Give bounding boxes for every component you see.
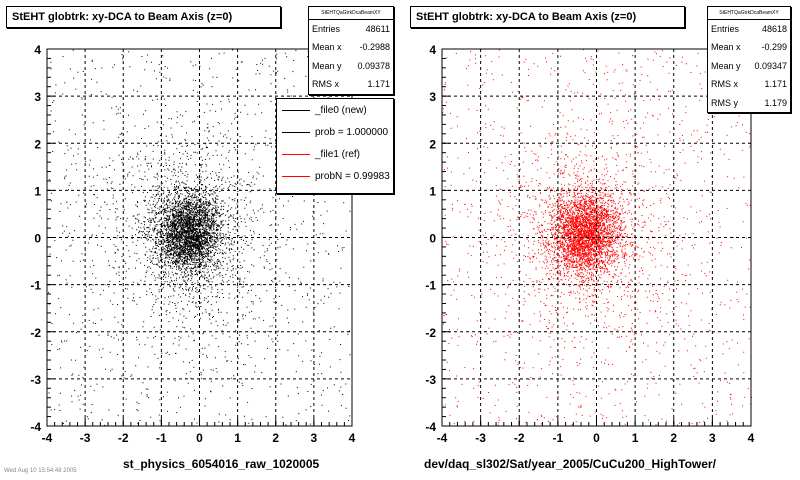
x-tick-label: 1 — [632, 431, 639, 445]
y-tick-label: 3 — [34, 90, 41, 104]
right-plot-title: StEHT globtrk: xy-DCA to Beam Axis (z=0) — [410, 6, 685, 28]
right-scatter-plot: -4 -3 -2 -1 0 1 2 3 4 -4 -3 -2 -1 0 1 2 3 4 — [425, 43, 755, 445]
left-stats-row: RMS x 1.171 — [309, 75, 393, 93]
stats-value: 1.171 — [764, 79, 787, 90]
right-stats-row: RMS y 1.179 — [708, 94, 790, 112]
x-tick-label: -3 — [475, 431, 486, 445]
stats-value: 1.179 — [764, 97, 787, 108]
x-tick-label: 0 — [593, 431, 600, 445]
stats-value: 48618 — [761, 24, 787, 34]
right-panel: -4 -3 -2 -1 0 1 2 3 4 -4 -3 -2 -1 0 1 2 3 4 StEHT globtrk… — [400, 0, 800, 480]
stats-label: Mean y — [711, 60, 741, 71]
left-plot-title: StEHT globtrk: xy-DCA to Beam Axis (z=0) — [6, 6, 281, 28]
legend-entry: prob = 1.000000 — [277, 121, 393, 143]
y-tick-label: -3 — [425, 373, 436, 387]
y-tick-label: -1 — [425, 279, 436, 293]
y-tick-label: 0 — [34, 232, 41, 246]
legend-label: _file1 (ref) — [315, 148, 361, 160]
stats-label: Entries — [711, 24, 740, 34]
stats-value: 0.09378 — [357, 60, 390, 71]
stats-value: -0.299 — [761, 42, 787, 53]
right-stats-name: StEHTQaGtrkDcaBeamXY — [708, 7, 790, 20]
y-tick-label: 3 — [429, 90, 436, 104]
left-stats-row: Entries 48611 — [309, 20, 393, 38]
left-stats-name: StEHTQaGtrkDcaBeamXY — [309, 7, 393, 20]
x-tick-label: -2 — [118, 431, 129, 445]
y-tick-label: 0 — [429, 232, 436, 246]
right-stats-row: Entries 48618 — [708, 20, 790, 38]
left-stats-box: StEHTQaGtrkDcaBeamXY Entries 48611 Mean x… — [308, 6, 394, 95]
x-tick-label: -1 — [553, 431, 564, 445]
stats-label: Mean x — [711, 42, 741, 53]
left-legend: _file0 (new) prob = 1.000000 _file1 (ref… — [276, 98, 394, 194]
legend-line-icon — [282, 153, 310, 155]
y-tick-label: -4 — [425, 420, 436, 434]
legend-entry: _file0 (new) — [277, 99, 393, 121]
y-tick-label: -4 — [30, 420, 41, 434]
x-tick-label: -2 — [514, 431, 525, 445]
right-stats-row: Mean x -0.299 — [708, 38, 790, 56]
y-tick-label: -1 — [30, 279, 41, 293]
legend-label: _file0 (new) — [315, 104, 367, 116]
x-tick-label: 4 — [748, 431, 755, 445]
y-tick-label: -2 — [30, 326, 41, 340]
stats-label: Mean x — [312, 42, 342, 53]
scatter-point-cloud — [48, 49, 353, 427]
right-stats-box: StEHTQaGtrkDcaBeamXY Entries 48618 Mean x… — [707, 6, 791, 113]
x-tick-label: 3 — [311, 431, 318, 445]
left-x-axis-title: st_physics_6054016_raw_1020005 — [123, 457, 320, 471]
x-tick-label: 2 — [272, 431, 279, 445]
y-tick-label: -3 — [30, 373, 41, 387]
x-tick-label: 0 — [196, 431, 203, 445]
legend-line-icon — [282, 131, 310, 133]
right-x-axis-title: dev/daq_sl302/Sat/year_2005/CuCu200_High… — [424, 457, 716, 471]
y-tick-label: 2 — [429, 137, 436, 151]
stats-value: 48611 — [365, 24, 390, 34]
y-tick-label: -2 — [425, 326, 436, 340]
y-tick-label: 1 — [429, 184, 436, 198]
left-panel: -4 -3 -2 -1 0 1 2 3 4 -4 -3 -2 -1 0 1 2 3 4 StEHT globtrk… — [6, 6, 394, 471]
left-stats-row: Mean y 0.09378 — [309, 57, 393, 75]
scatter-points — [48, 49, 353, 427]
stats-label: RMS x — [312, 79, 339, 90]
x-tick-label: -3 — [80, 431, 91, 445]
legend-line-icon — [282, 175, 310, 177]
x-tick-label: -4 — [42, 431, 53, 445]
stats-label: Mean y — [312, 60, 342, 71]
legend-label: probN = 0.99983 — [315, 170, 390, 182]
stats-value: 0.09347 — [754, 60, 787, 71]
x-tick-label: 4 — [349, 431, 356, 445]
right-stats-row: RMS x 1.171 — [708, 75, 790, 93]
left-stats-row: Mean x -0.2988 — [309, 38, 393, 56]
scatter-points — [442, 49, 752, 427]
y-tick-label: 2 — [34, 137, 41, 151]
stats-label: Entries — [312, 24, 341, 34]
scatter-point-cloud — [442, 49, 752, 427]
legend-entry: _file1 (ref) — [277, 143, 393, 165]
x-tick-label: 3 — [709, 431, 716, 445]
stats-value: 1.171 — [367, 79, 390, 90]
y-tick-label: 4 — [429, 43, 436, 57]
y-tick-label: 4 — [34, 43, 41, 57]
y-tick-label: 1 — [34, 184, 41, 198]
right-stats-row: Mean y 0.09347 — [708, 57, 790, 75]
legend-line-icon — [282, 109, 310, 111]
legend-label: prob = 1.000000 — [315, 126, 389, 138]
stats-label: RMS x — [711, 79, 738, 90]
legend-entry: probN = 0.99983 — [277, 165, 393, 187]
stats-value: -0.2988 — [359, 42, 390, 53]
timestamp-footnote: Wed Aug 10 15:54:48 2005 — [4, 468, 77, 474]
x-tick-label: -4 — [437, 431, 448, 445]
stats-label: RMS y — [711, 97, 738, 108]
x-tick-label: 1 — [234, 431, 241, 445]
x-tick-label: -1 — [156, 431, 167, 445]
x-tick-label: 2 — [670, 431, 677, 445]
